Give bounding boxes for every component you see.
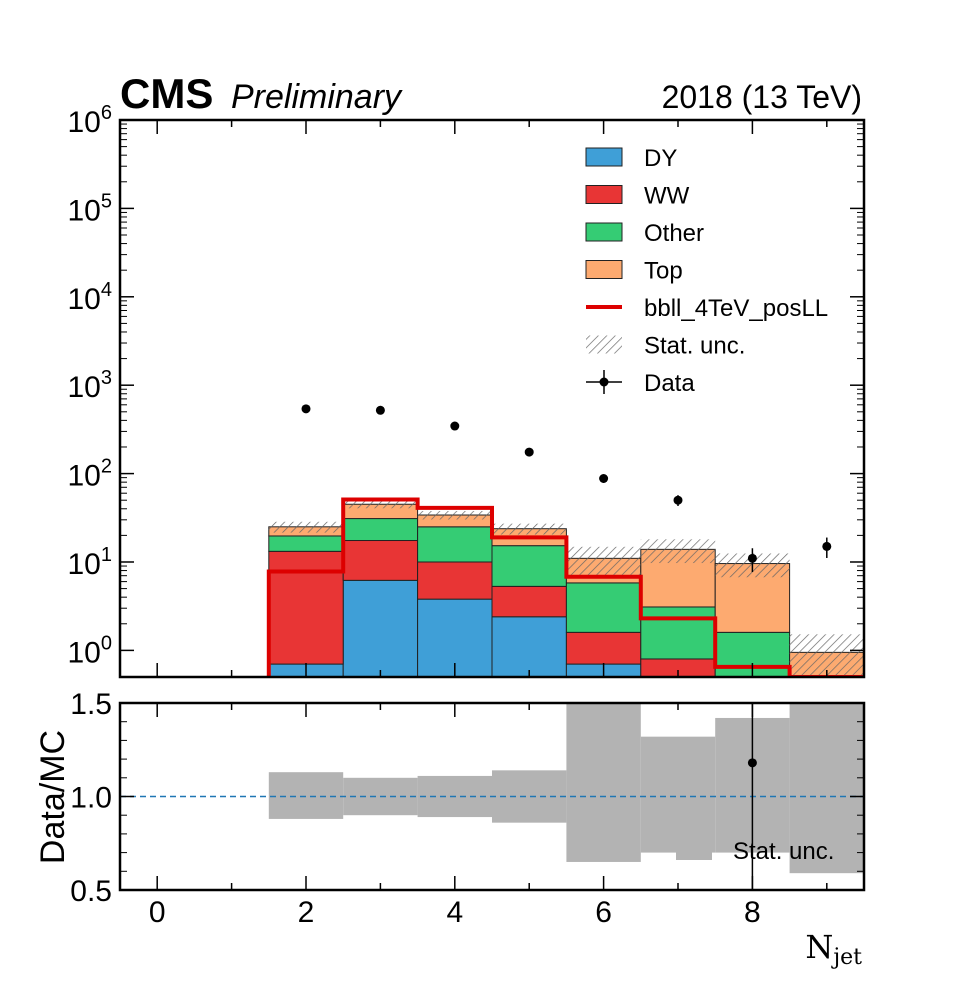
stat-unc-bin-6 — [566, 546, 641, 575]
ratio-y-tick-label: 1.0 — [70, 782, 112, 815]
legend-swatch-stat-unc — [586, 335, 622, 354]
legend-label: DY — [644, 145, 677, 172]
x-tick-label: 4 — [446, 896, 463, 929]
ratio-plot: 0.5 1.0 1.5 0 2 4 6 8 Stat. unc. — [70, 688, 866, 929]
legend-label: Stat. unc. — [644, 333, 745, 360]
bar-dy-bin-3 — [342, 579, 419, 677]
legend-swatch-data-point — [599, 377, 609, 387]
x-axis-label-main: N — [805, 928, 833, 966]
y-tick-base: 10 — [68, 636, 101, 669]
legend-label: bbll_4TeV_posLL — [644, 295, 828, 322]
y-tick-exponent: 2 — [101, 456, 112, 478]
data-point-bin-2 — [301, 404, 311, 414]
data-point-bin-9 — [822, 541, 832, 551]
legend-swatch-dy — [585, 147, 623, 167]
legend-swatch-top — [585, 260, 623, 279]
experiment-label: CMS — [120, 70, 213, 117]
y-tick-exponent: 3 — [101, 367, 112, 389]
legend-label: Top — [644, 258, 683, 285]
data-point-bin-8 — [747, 553, 757, 563]
ratio-axis-ticks: 0.5 1.0 1.5 0 2 4 6 8 — [70, 688, 864, 929]
ratio-points — [747, 703, 757, 890]
bar-ww-bin-2 — [268, 550, 344, 665]
x-tick-label: 0 — [149, 896, 166, 929]
ratio-frame — [118, 701, 866, 892]
y-tick-base: 10 — [68, 371, 101, 404]
legend: DY WW Other Top bbll_4TeV_posLL Stat. unc. Dat… — [585, 145, 828, 397]
signal-layer — [266, 497, 864, 677]
stat-unc-bin-5 — [492, 523, 567, 535]
y-axis-label-ratio: Data/MC — [34, 730, 72, 864]
x-tick-label: 8 — [744, 896, 761, 929]
legend-label: Other — [644, 220, 704, 247]
legend-label: WW — [644, 183, 690, 210]
y-tick-label: 103 — [68, 367, 113, 404]
y-tick-exponent: 4 — [101, 279, 112, 301]
bar-other-bin-5 — [491, 545, 567, 587]
ratio-band-bin-2 — [268, 772, 344, 819]
signal-line — [266, 497, 864, 677]
x-axis-label: Njet — [805, 928, 862, 970]
lumi-label: 2018 (13 TeV) — [662, 79, 862, 115]
bar-dy-bin-5 — [491, 616, 567, 677]
stat-unc-bin-9 — [789, 634, 864, 677]
ratio-y-tick-label: 1.5 — [70, 688, 112, 721]
x-tick-label: 2 — [298, 896, 315, 929]
ratio-legend: Stat. unc. — [676, 838, 834, 865]
stat-unc-bin-4 — [417, 511, 492, 520]
data-point-bin-7 — [673, 495, 683, 505]
ratio-band-bin-9 — [789, 703, 864, 874]
bar-ww-bin-6 — [565, 631, 642, 665]
legend-label: Data — [644, 370, 695, 397]
bar-ww-bin-4 — [417, 561, 493, 600]
data-point-bin-5 — [524, 447, 534, 457]
y-tick-label: 100 — [68, 632, 113, 669]
y-tick-exponent: 1 — [101, 544, 112, 566]
legend-swatch-other — [585, 222, 623, 242]
x-axis-label-sub: jet — [830, 945, 862, 970]
bar-other-bin-6 — [565, 582, 642, 633]
stat-unc-bin-3 — [343, 500, 418, 509]
status-label: Preliminary — [231, 78, 403, 116]
data-point-bin-3 — [375, 405, 385, 415]
bar-other-bin-4 — [417, 526, 493, 563]
ratio-point — [747, 758, 757, 768]
data-layer — [301, 404, 832, 573]
y-tick-exponent: 6 — [101, 102, 112, 124]
bar-other-bin-2 — [268, 535, 344, 552]
y-tick-label: 101 — [68, 544, 113, 581]
bar-ww-bin-5 — [491, 585, 567, 618]
bar-ww-bin-3 — [342, 540, 419, 581]
y-tick-exponent: 0 — [101, 632, 112, 654]
data-point-bin-6 — [599, 474, 609, 484]
y-tick-label: 105 — [68, 190, 113, 227]
stat-unc-bin-2 — [268, 521, 344, 533]
ratio-legend-label: Stat. unc. — [733, 838, 834, 865]
ratio-legend-swatch — [676, 842, 712, 860]
y-tick-label: 104 — [68, 279, 113, 316]
y-tick-base: 10 — [68, 106, 101, 139]
y-tick-base: 10 — [68, 194, 101, 227]
y-tick-label: 106 — [68, 102, 113, 139]
y-tick-label: 102 — [68, 456, 113, 493]
y-tick-base: 10 — [68, 460, 101, 493]
y-tick-base: 10 — [68, 548, 101, 581]
legend-swatch-ww — [585, 185, 623, 204]
y-tick-base: 10 — [68, 283, 101, 316]
main-frame — [118, 118, 866, 679]
x-tick-label: 6 — [595, 896, 612, 929]
stat-unc-layer — [268, 500, 864, 677]
data-point-bin-4 — [450, 421, 460, 431]
bar-other-bin-3 — [342, 518, 419, 542]
stat-unc-bin-7 — [640, 539, 716, 564]
ratio-band-bin-6 — [566, 703, 641, 862]
bar-other-bin-7 — [640, 606, 716, 660]
ratio-y-tick-label: 0.5 — [70, 875, 112, 908]
y-tick-exponent: 5 — [101, 190, 112, 212]
ratio-band-bin-7 — [640, 736, 716, 853]
